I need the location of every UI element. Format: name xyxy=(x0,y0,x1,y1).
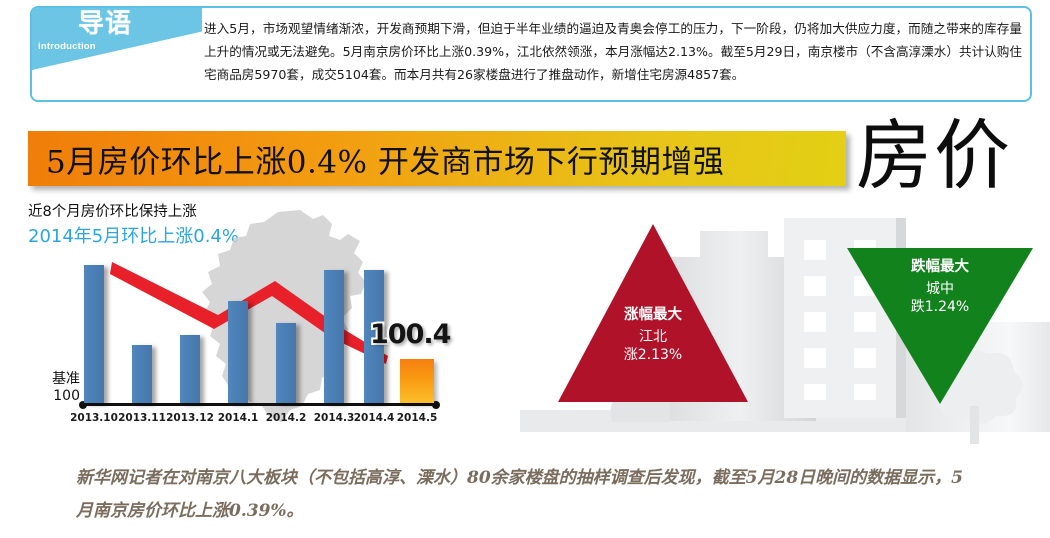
intro-badge-label-en: introduction xyxy=(38,41,96,52)
chart-bar xyxy=(180,335,200,403)
section-label-fangjia: 房价 xyxy=(856,111,1012,200)
chart-bar xyxy=(228,301,248,403)
intro-body-text: 进入5月，市场观望情绪渐浓，开发商预期下滑，但迫于半年业绩的逼迫及青奥会停工的压… xyxy=(204,21,1022,82)
chart-x-tick: 2014.1 xyxy=(217,412,259,424)
headline-banner: 5月房价环比上涨0.4% 开发商市场下行预期增强 xyxy=(28,131,846,186)
callout-fall-line2: 跌1.24% xyxy=(910,298,970,315)
callout-fall-head: 跌幅最大 xyxy=(911,259,969,275)
chart-x-tick: 2014.3 xyxy=(313,412,355,424)
chart-bar xyxy=(132,345,152,403)
chart-x-tick: 2014.4 xyxy=(353,412,395,424)
intro-box: 导语 introduction 进入5月，市场观望情绪渐浓，开发商预期下滑，但迫… xyxy=(30,6,1032,102)
callout-rise-line1: 江北 xyxy=(639,329,667,346)
chart-axis xyxy=(82,403,436,406)
headline-banner-text: 5月房价环比上涨0.4% 开发商市场下行预期增强 xyxy=(46,144,725,180)
callout-rise-line2: 涨2.13% xyxy=(623,346,683,363)
chart-title: 近8个月房价环比保持上涨 xyxy=(28,204,197,220)
chart-axis-end-dot xyxy=(432,400,440,409)
chart-bar xyxy=(324,270,344,403)
callout-rise-head: 涨幅最大 xyxy=(624,307,682,323)
baseline-label-line2: 100 xyxy=(53,388,80,404)
chart-x-tick: 2013.11 xyxy=(118,412,166,424)
footer-note: 新华网记者在对南京八大板块（不包括高淳、溧水）80余家楼盘的抽样调查后发现，截至… xyxy=(76,468,963,521)
price-index-chart: 近8个月房价环比保持上涨 2014年5月环比上涨0.4% 基准 100 2013… xyxy=(0,196,520,446)
chart-bar xyxy=(276,323,296,403)
chart-bar xyxy=(84,265,104,403)
chart-x-tick: 2014.5 xyxy=(396,412,438,424)
callout-fall-text: 跌幅最大 城中 跌1.24% xyxy=(860,258,1020,316)
chart-axis-start-dot xyxy=(79,400,87,409)
chart-bars: 2013.10 2013.11 2013.12 2014.1 2014.2 2014.3 2… xyxy=(0,196,520,446)
callout-rise-text: 涨幅最大 江北 涨2.13% xyxy=(573,306,733,364)
chart-x-tick: 2014.2 xyxy=(265,412,307,424)
intro-badge-label-cn: 导语 xyxy=(78,8,133,38)
chart-baseline-label: 基准 100 xyxy=(24,371,80,405)
callout-fall-triangle xyxy=(847,248,1033,404)
chart-x-tick: 2013.12 xyxy=(166,412,214,424)
city-scene: 涨幅最大 江北 涨2.13% 跌幅最大 城中 跌1.24% xyxy=(520,196,1050,446)
chart-bar xyxy=(400,359,434,403)
chart-subtitle: 2014年5月环比上涨0.4% xyxy=(28,226,239,247)
chart-x-tick: 2013.10 xyxy=(70,412,118,424)
highlight-value-label: 100.4 xyxy=(368,317,453,352)
chart-bar xyxy=(364,270,384,403)
callout-fall-line1: 城中 xyxy=(926,281,954,298)
intro-badge: 导语 introduction xyxy=(32,8,202,70)
baseline-label-line1: 基准 xyxy=(52,371,80,387)
callout-rise-triangle xyxy=(558,224,748,402)
